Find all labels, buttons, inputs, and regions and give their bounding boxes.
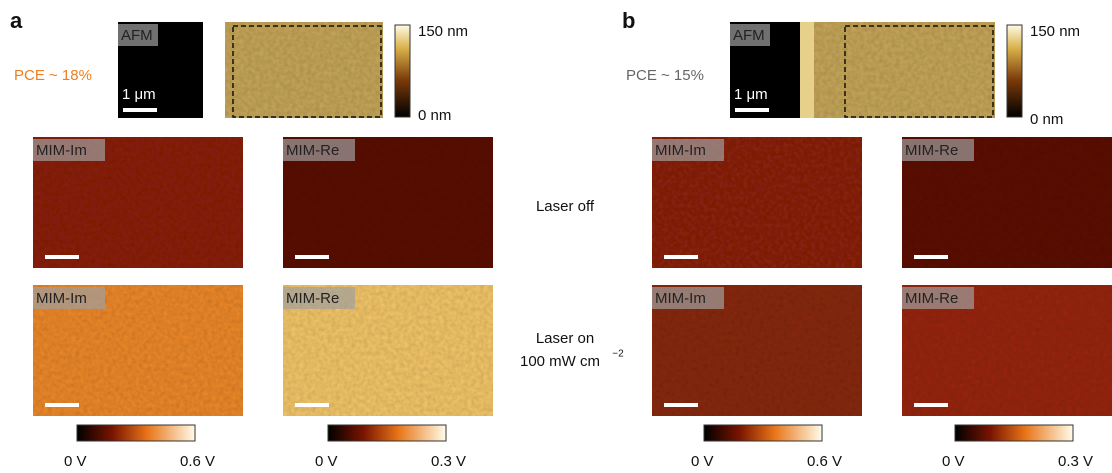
colorbar-min: 0 V — [64, 453, 87, 468]
voltage-colorbar — [704, 425, 822, 441]
scale-bar — [123, 108, 157, 112]
tag: MIM-Im — [36, 142, 87, 159]
voltage-colorbar — [955, 425, 1073, 441]
colorbar-min: 0 V — [942, 453, 965, 468]
tag: MIM-Im — [36, 290, 87, 307]
afm-edge — [800, 22, 814, 118]
scale-bar — [914, 403, 948, 407]
scale-bar — [45, 403, 79, 407]
colorbar-min: 0 nm — [418, 107, 451, 124]
scale-bar — [295, 403, 329, 407]
scale-bar — [914, 255, 948, 259]
figure: Laser off Laser on 100 mW cm −2 a PCE ~ 1… — [0, 0, 1112, 468]
colorbar-max: 150 nm — [1030, 23, 1080, 40]
panel-label: b — [622, 8, 635, 33]
colorbar-max: 0.3 V — [431, 453, 466, 468]
voltage-colorbar — [77, 425, 195, 441]
row-label-exponent: −2 — [612, 349, 624, 360]
colorbar-min: 0 nm — [1030, 111, 1063, 128]
voltage-colorbar — [328, 425, 446, 441]
tag: MIM-Re — [905, 142, 958, 159]
scale-bar — [664, 403, 698, 407]
panel-label: a — [10, 8, 23, 33]
scale-bar — [295, 255, 329, 259]
tag: MIM-Im — [655, 290, 706, 307]
colorbar-max: 0.6 V — [807, 453, 842, 468]
pce: PCE ~ 15% — [626, 67, 704, 84]
colorbar-min: 0 V — [691, 453, 714, 468]
row-label: Laser off — [536, 198, 595, 215]
colorbar-max: 150 nm — [418, 23, 468, 40]
colorbar-max: 0.3 V — [1058, 453, 1093, 468]
tag: MIM-Re — [905, 290, 958, 307]
scale-label: 1 μm — [122, 86, 156, 103]
afm-edge — [203, 22, 225, 118]
scale-label: 1 μm — [734, 86, 768, 103]
afm-colorbar — [395, 25, 410, 117]
pce: PCE ~ 18% — [14, 67, 92, 84]
afm-colorbar — [1007, 25, 1022, 117]
tag: MIM-Im — [655, 142, 706, 159]
tag: MIM-Re — [286, 290, 339, 307]
scale-bar — [735, 108, 769, 112]
row-label: Laser on — [536, 330, 594, 347]
scale-bar — [45, 255, 79, 259]
row-label: 100 mW cm — [520, 353, 600, 370]
tag: AFM — [121, 27, 153, 44]
scale-bar — [664, 255, 698, 259]
tag: AFM — [733, 27, 765, 44]
colorbar-min: 0 V — [315, 453, 338, 468]
tag: MIM-Re — [286, 142, 339, 159]
colorbar-max: 0.6 V — [180, 453, 215, 468]
